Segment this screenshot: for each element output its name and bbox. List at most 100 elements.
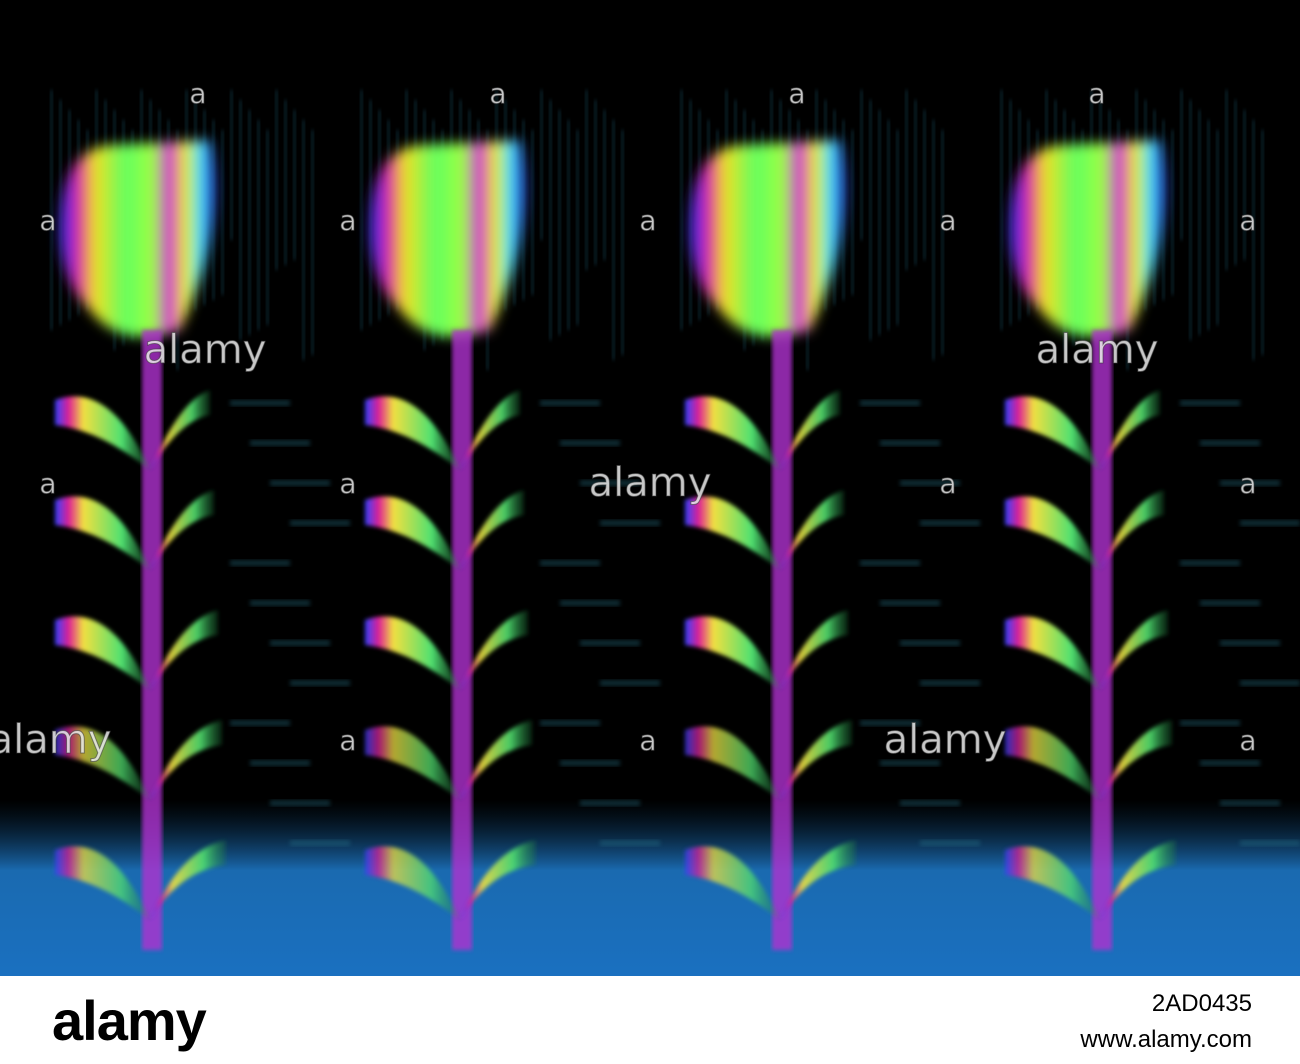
streak (275, 90, 278, 270)
texture (230, 560, 290, 566)
texture (540, 560, 600, 566)
texture (1200, 440, 1260, 446)
watermarks: alamy alamy alamy alamy alamy a a a a a a a a a a a a a a a… (0, 77, 1257, 764)
texture (290, 520, 350, 526)
texture (880, 600, 940, 606)
texture (920, 840, 980, 846)
streak (878, 110, 881, 335)
leaf (365, 726, 460, 800)
plant (50, 90, 350, 950)
streak (851, 130, 854, 295)
texture (1240, 680, 1300, 686)
streak (59, 100, 62, 325)
texture (1200, 760, 1260, 766)
leaf (150, 610, 218, 690)
texture (900, 800, 960, 806)
streak (284, 100, 287, 265)
stem (452, 330, 472, 950)
texture (560, 760, 620, 766)
plant (680, 90, 980, 950)
texture (860, 400, 920, 406)
texture (270, 480, 330, 486)
texture (1200, 600, 1260, 606)
stem (142, 330, 162, 950)
texture (580, 480, 640, 486)
streak (248, 110, 251, 335)
site-url: www.alamy.com (1080, 1026, 1252, 1053)
texture (920, 520, 980, 526)
texture (600, 520, 660, 526)
leaf (460, 610, 528, 690)
texture (250, 760, 310, 766)
streak (932, 120, 935, 360)
leaf (780, 490, 844, 570)
leaf (780, 840, 856, 920)
texture (290, 840, 350, 846)
streak (689, 100, 692, 325)
streak (558, 110, 561, 335)
watermark-mark: a (189, 77, 206, 110)
bulb (690, 140, 846, 337)
streak (311, 130, 314, 355)
streak (567, 120, 570, 330)
texture (1180, 720, 1240, 726)
leaf (685, 616, 780, 690)
watermark-mark: a (339, 204, 356, 237)
streak (1180, 90, 1183, 240)
streak (887, 120, 890, 330)
streak (50, 90, 53, 330)
leaf (150, 840, 226, 920)
texture (900, 640, 960, 646)
texture (1240, 520, 1300, 526)
leaf (460, 840, 536, 920)
streak (230, 90, 233, 240)
leaf (780, 390, 840, 470)
watermark-mark: a (639, 724, 656, 757)
watermark-mark: a (1239, 204, 1256, 237)
plant (360, 90, 660, 950)
texture (250, 600, 310, 606)
watermark-mark: a (339, 724, 356, 757)
watermark-mark: a (939, 204, 956, 237)
leaf (1005, 846, 1100, 920)
leaf (460, 390, 520, 470)
leaf (1005, 496, 1100, 570)
leaf (1100, 610, 1168, 690)
texture (600, 680, 660, 686)
streak (603, 110, 606, 260)
streak (680, 90, 683, 330)
streak (923, 110, 926, 260)
streak (585, 90, 588, 270)
texture (1180, 400, 1240, 406)
streak (1225, 90, 1228, 270)
leaf (55, 616, 150, 690)
texture (900, 480, 960, 486)
footer: alamy 2AD0435 www.alamy.com (0, 976, 1300, 1064)
abstract-artwork: alamy alamy alamy alamy alamy a a a a a a a a a a a a a a a… (0, 0, 1300, 976)
streak (1234, 100, 1237, 265)
leaf (365, 496, 460, 570)
streak (1261, 130, 1264, 355)
texture (290, 680, 350, 686)
texture (540, 720, 600, 726)
watermark-mark: a (1239, 724, 1256, 757)
leaf (685, 396, 780, 470)
watermark-mark: a (339, 467, 356, 500)
streak (531, 130, 534, 295)
streak (360, 90, 363, 330)
texture (270, 640, 330, 646)
leaf (685, 846, 780, 920)
streak (621, 130, 624, 355)
leaf (150, 720, 222, 800)
texture (860, 720, 920, 726)
streak (266, 130, 269, 325)
watermark-mark: a (1088, 77, 1105, 110)
texture (580, 800, 640, 806)
leaf (55, 726, 150, 800)
streak (869, 100, 872, 340)
watermark: alamy (0, 717, 111, 763)
leaf (685, 496, 780, 570)
texture (860, 560, 920, 566)
leaf (1005, 726, 1100, 800)
